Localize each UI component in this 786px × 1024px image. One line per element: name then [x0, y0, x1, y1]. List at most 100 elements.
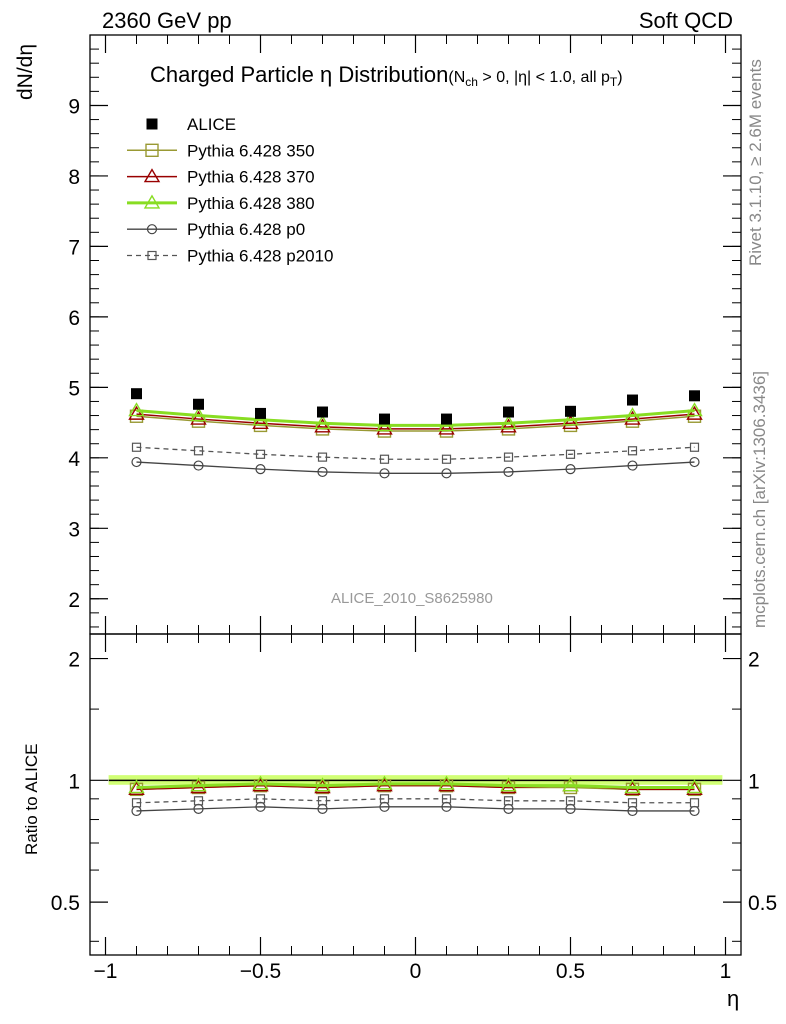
series-point — [689, 442, 700, 452]
series-line — [136, 409, 695, 427]
ratio-tick-label-right: 2 — [748, 649, 760, 672]
series-point — [317, 452, 328, 462]
ratio-point — [190, 777, 207, 792]
ratio-point — [438, 775, 455, 790]
series-point — [689, 456, 700, 468]
series-point — [376, 420, 393, 435]
ratio-series-pythia-6-428-p2010 — [131, 794, 700, 808]
series-point — [128, 405, 145, 420]
header-left: 2360 GeV pp — [102, 8, 232, 33]
legend-marker — [146, 118, 158, 130]
series-point — [624, 407, 641, 422]
legend-label: Pythia 6.428 p0 — [187, 220, 305, 239]
ratio-line — [136, 798, 695, 804]
series-point — [627, 460, 638, 471]
legend: ALICE Pythia 6.428 350 Pythia 6.428 370 Pyt… — [127, 115, 334, 266]
x-tick-label: 1 — [720, 960, 732, 983]
ratio-point — [317, 796, 328, 806]
data-point — [317, 406, 328, 418]
series-line — [136, 415, 695, 432]
series-point — [314, 414, 331, 429]
ratio-line — [136, 782, 695, 789]
series-point — [441, 468, 452, 479]
series-point — [314, 418, 331, 433]
ratio-point — [314, 777, 331, 792]
ratio-frame — [89, 633, 742, 956]
legend-marker — [143, 194, 161, 209]
y-tick-label: 4 — [68, 448, 80, 471]
series-point — [562, 411, 579, 426]
data-point — [689, 390, 700, 402]
ratio-series-pythia-6-428-p0 — [131, 801, 700, 817]
series-pythia-6-428-380 — [128, 402, 703, 432]
y-tick-label: 6 — [68, 307, 80, 330]
data-point — [503, 406, 514, 418]
data-point — [379, 413, 390, 425]
series-pythia-6-428-350 — [129, 409, 702, 438]
series-point — [565, 463, 576, 475]
series-point — [503, 452, 514, 462]
series-point — [131, 456, 142, 468]
series-line — [136, 461, 695, 474]
ratio-point — [689, 798, 700, 808]
series-pythia-6-428-p0 — [131, 456, 700, 479]
series-point — [627, 446, 638, 456]
series-point — [255, 463, 266, 475]
y-tick-label: 2 — [68, 589, 80, 612]
ratio-tick-label: 1 — [68, 770, 80, 793]
series-point — [193, 446, 204, 456]
x-tick-label: 0 — [410, 960, 422, 983]
ratio-point — [686, 779, 703, 794]
series-point — [438, 420, 455, 435]
series-point — [255, 449, 266, 459]
series-pythia-6-428-370 — [128, 405, 703, 435]
series-point — [128, 402, 145, 417]
series-point — [500, 414, 517, 429]
series-point — [317, 466, 328, 478]
legend-marker — [145, 143, 159, 158]
ratio-point — [128, 779, 145, 794]
x-axis-label: η — [727, 986, 740, 1011]
ratio-point — [379, 794, 390, 804]
series-point — [503, 466, 514, 478]
series-point — [193, 460, 204, 471]
ratio-point — [252, 775, 269, 790]
ratio-tick-label: 0.5 — [51, 892, 80, 915]
series-point — [562, 414, 579, 429]
legend-label: ALICE — [187, 115, 236, 134]
ratio-point — [565, 796, 576, 806]
legend-label: Pythia 6.428 380 — [187, 194, 315, 213]
series-point — [565, 449, 576, 459]
chart-title: Charged Particle η Distribution(Nch > 0,… — [150, 62, 623, 89]
series-line — [136, 446, 695, 460]
ratio-point — [624, 779, 641, 794]
x-tick-label: 0.5 — [556, 960, 585, 983]
series-point — [252, 414, 269, 429]
header-right: Soft QCD — [638, 8, 733, 33]
series-point — [686, 402, 703, 417]
ratio-point — [627, 798, 638, 808]
data-point — [627, 394, 638, 406]
ratio-point — [193, 796, 204, 806]
series-alice-data — [131, 388, 700, 425]
ratio-tick-label: 2 — [68, 649, 80, 672]
ratio-point — [563, 780, 578, 795]
series-point — [500, 418, 517, 433]
y-tick-label: 3 — [68, 518, 80, 541]
ratio-point — [500, 777, 517, 792]
series-line — [136, 413, 695, 430]
data-point — [565, 405, 576, 417]
rivet-label: Rivet 3.1.10, ≥ 2.6M events — [746, 59, 765, 266]
chart-title-main: Charged Particle η Distribution — [150, 62, 449, 87]
ratio-tick-label-right: 0.5 — [748, 892, 777, 915]
chart-title-cuts: (Nch > 0, |η| < 1.0, all pT) — [448, 69, 623, 90]
x-tick-label: −1 — [94, 960, 118, 983]
ratio-point — [441, 794, 452, 804]
ratio-series-pythia-6-428-380 — [128, 775, 703, 794]
series-point — [379, 468, 390, 479]
x-tick-label: −0.5 — [240, 960, 281, 983]
y-tick-label: 5 — [68, 377, 80, 400]
series-pythia-6-428-p2010 — [131, 442, 700, 464]
y-tick-label: 8 — [68, 166, 80, 189]
